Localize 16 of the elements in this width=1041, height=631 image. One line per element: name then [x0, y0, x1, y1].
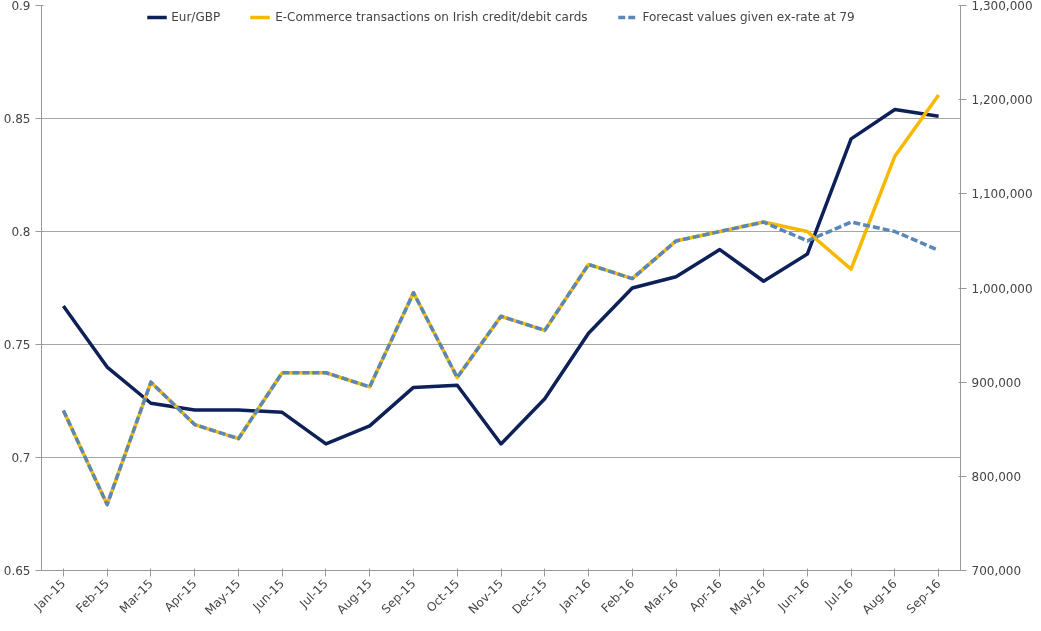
- y2-tick-label: 1,100,000: [971, 187, 1033, 202]
- y-tick-label: 0.75: [3, 338, 31, 352]
- y-tick-label: 0.65: [3, 564, 31, 578]
- y-tick-label: 0.9: [11, 0, 31, 13]
- y-tick-label: 0.7: [11, 451, 31, 465]
- y2-tick-label: 1,300,000: [971, 0, 1033, 13]
- legend-label: Forecast values given ex-rate at 79: [642, 10, 855, 24]
- y-tick-label: 0.85: [3, 112, 31, 126]
- y2-tick-label: 900,000: [971, 375, 1022, 390]
- legend-label: Eur/GBP: [171, 10, 221, 24]
- y2-tick-label: 700,000: [971, 564, 1022, 578]
- legend-label: E-Commerce transactions on Irish credit/debit cards: [275, 10, 588, 24]
- y2-tick-label: 1,000,000: [971, 281, 1033, 296]
- y2-tick-label: 800,000: [971, 469, 1022, 484]
- y-tick-label: 0.8: [11, 225, 31, 239]
- y2-tick-label: 1,200,000: [971, 93, 1033, 108]
